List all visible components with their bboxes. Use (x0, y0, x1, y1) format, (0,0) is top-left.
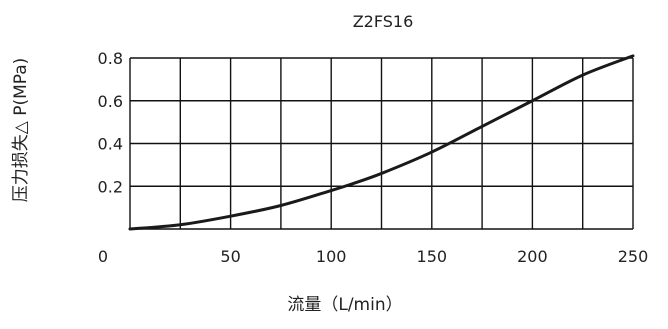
y-axis-label: 压力损失△ P(MPa) (11, 58, 31, 203)
grid (129, 57, 634, 230)
tick-labels: 0 50 100 150 200 250 0.2 0.4 0.6 0.8 (98, 49, 649, 266)
y-tick-label: 0.8 (98, 49, 123, 68)
x-tick-label: 100 (316, 247, 347, 266)
x-axis-label: 流量（L/min） (287, 295, 402, 315)
series (128, 54, 635, 231)
y-tick-label: 0.2 (98, 177, 123, 196)
chart-title: Z2FS16 (353, 12, 414, 31)
x-tick-label: 150 (417, 247, 448, 266)
x-tick-label: 250 (618, 247, 649, 266)
series-line-0 (128, 54, 635, 231)
y-tick-label: 0.4 (98, 135, 123, 154)
y-tick-label: 0.6 (98, 92, 123, 111)
x-tick-label: 0 (98, 247, 108, 266)
x-tick-label: 200 (517, 247, 548, 266)
x-tick-label: 50 (220, 247, 240, 266)
